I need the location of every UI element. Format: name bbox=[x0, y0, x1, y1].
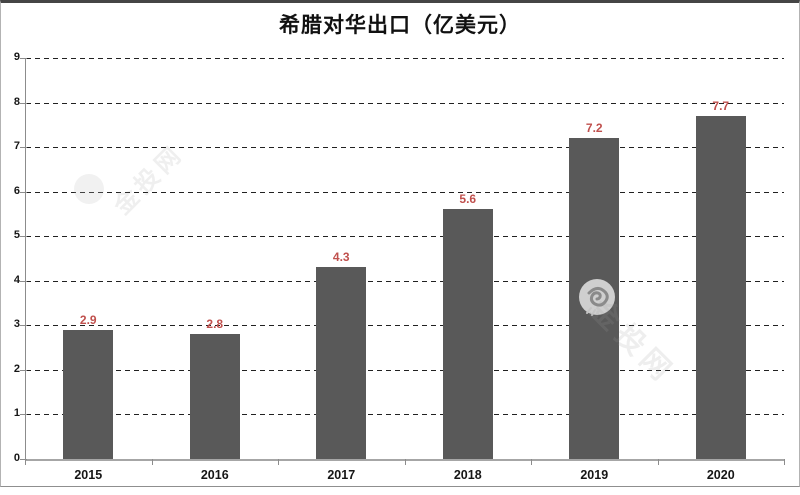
y-axis-label-1: 1 bbox=[13, 407, 20, 420]
y-axis-label-6: 6 bbox=[13, 184, 20, 197]
bar-2016 bbox=[189, 334, 240, 459]
y-tick-1 bbox=[20, 414, 27, 416]
gridline-y-4 bbox=[26, 280, 784, 282]
y-axis-line bbox=[25, 58, 26, 459]
y-tick-8 bbox=[20, 102, 27, 104]
x-tick-0 bbox=[25, 459, 26, 465]
y-axis-label-9: 9 bbox=[13, 51, 20, 63]
bar-2018 bbox=[442, 209, 493, 459]
y-axis-label-2: 2 bbox=[13, 362, 20, 375]
x-axis-label-2015: 2015 bbox=[74, 468, 103, 482]
bar-2017 bbox=[316, 267, 367, 459]
x-tick-4 bbox=[531, 459, 532, 465]
y-tick-9 bbox=[20, 58, 27, 59]
bar-2015 bbox=[63, 329, 114, 459]
y-axis-label-4: 4 bbox=[13, 273, 20, 286]
bar-value-label-2017: 4.3 bbox=[332, 250, 350, 265]
bar-2020 bbox=[695, 115, 746, 459]
bar-value-label-2020: 7.7 bbox=[712, 98, 730, 113]
y-axis-label-5: 5 bbox=[13, 229, 20, 242]
x-axis-label-2016: 2016 bbox=[200, 468, 229, 482]
y-axis-label-7: 7 bbox=[13, 140, 20, 153]
x-axis-label-2017: 2017 bbox=[327, 468, 356, 482]
y-tick-6 bbox=[20, 191, 27, 193]
x-axis-label-2020: 2020 bbox=[706, 468, 735, 482]
x-axis-label-2018: 2018 bbox=[453, 468, 482, 482]
bar-value-label-2016: 2.8 bbox=[206, 317, 224, 332]
y-axis-label-3: 3 bbox=[13, 318, 20, 331]
x-tick-5 bbox=[657, 459, 659, 465]
watermark-circle-icon bbox=[74, 174, 104, 204]
gridline-y-8 bbox=[26, 102, 784, 104]
bar-value-label-2019: 7.2 bbox=[585, 121, 603, 136]
bar-value-label-2015: 2.9 bbox=[79, 312, 97, 327]
bar-value-label-2018: 5.6 bbox=[459, 192, 477, 207]
gridline-y-2 bbox=[26, 369, 784, 371]
y-axis-label-8: 8 bbox=[13, 95, 20, 108]
gridline-y-3 bbox=[26, 325, 784, 327]
gridline-y-1 bbox=[26, 414, 784, 416]
chart-title: 希腊对华出口（亿美元） bbox=[279, 14, 521, 37]
gridline-y-7 bbox=[26, 147, 784, 149]
y-axis-label-0: 0 bbox=[13, 452, 20, 464]
x-tick-2 bbox=[278, 459, 279, 465]
y-tick-0 bbox=[20, 459, 27, 460]
x-axis-label-2019: 2019 bbox=[580, 468, 609, 482]
y-tick-5 bbox=[20, 236, 27, 238]
x-tick-6 bbox=[784, 459, 785, 465]
y-tick-4 bbox=[20, 280, 27, 282]
x-tick-3 bbox=[404, 459, 406, 465]
gridline-y-5 bbox=[26, 236, 784, 238]
y-tick-3 bbox=[20, 325, 27, 327]
y-tick-7 bbox=[20, 147, 27, 149]
x-tick-1 bbox=[151, 459, 153, 465]
swirl-logo-icon bbox=[578, 278, 616, 316]
gridline-y-6 bbox=[26, 191, 784, 193]
y-tick-2 bbox=[20, 369, 27, 371]
gridline-y-9 bbox=[26, 58, 784, 59]
